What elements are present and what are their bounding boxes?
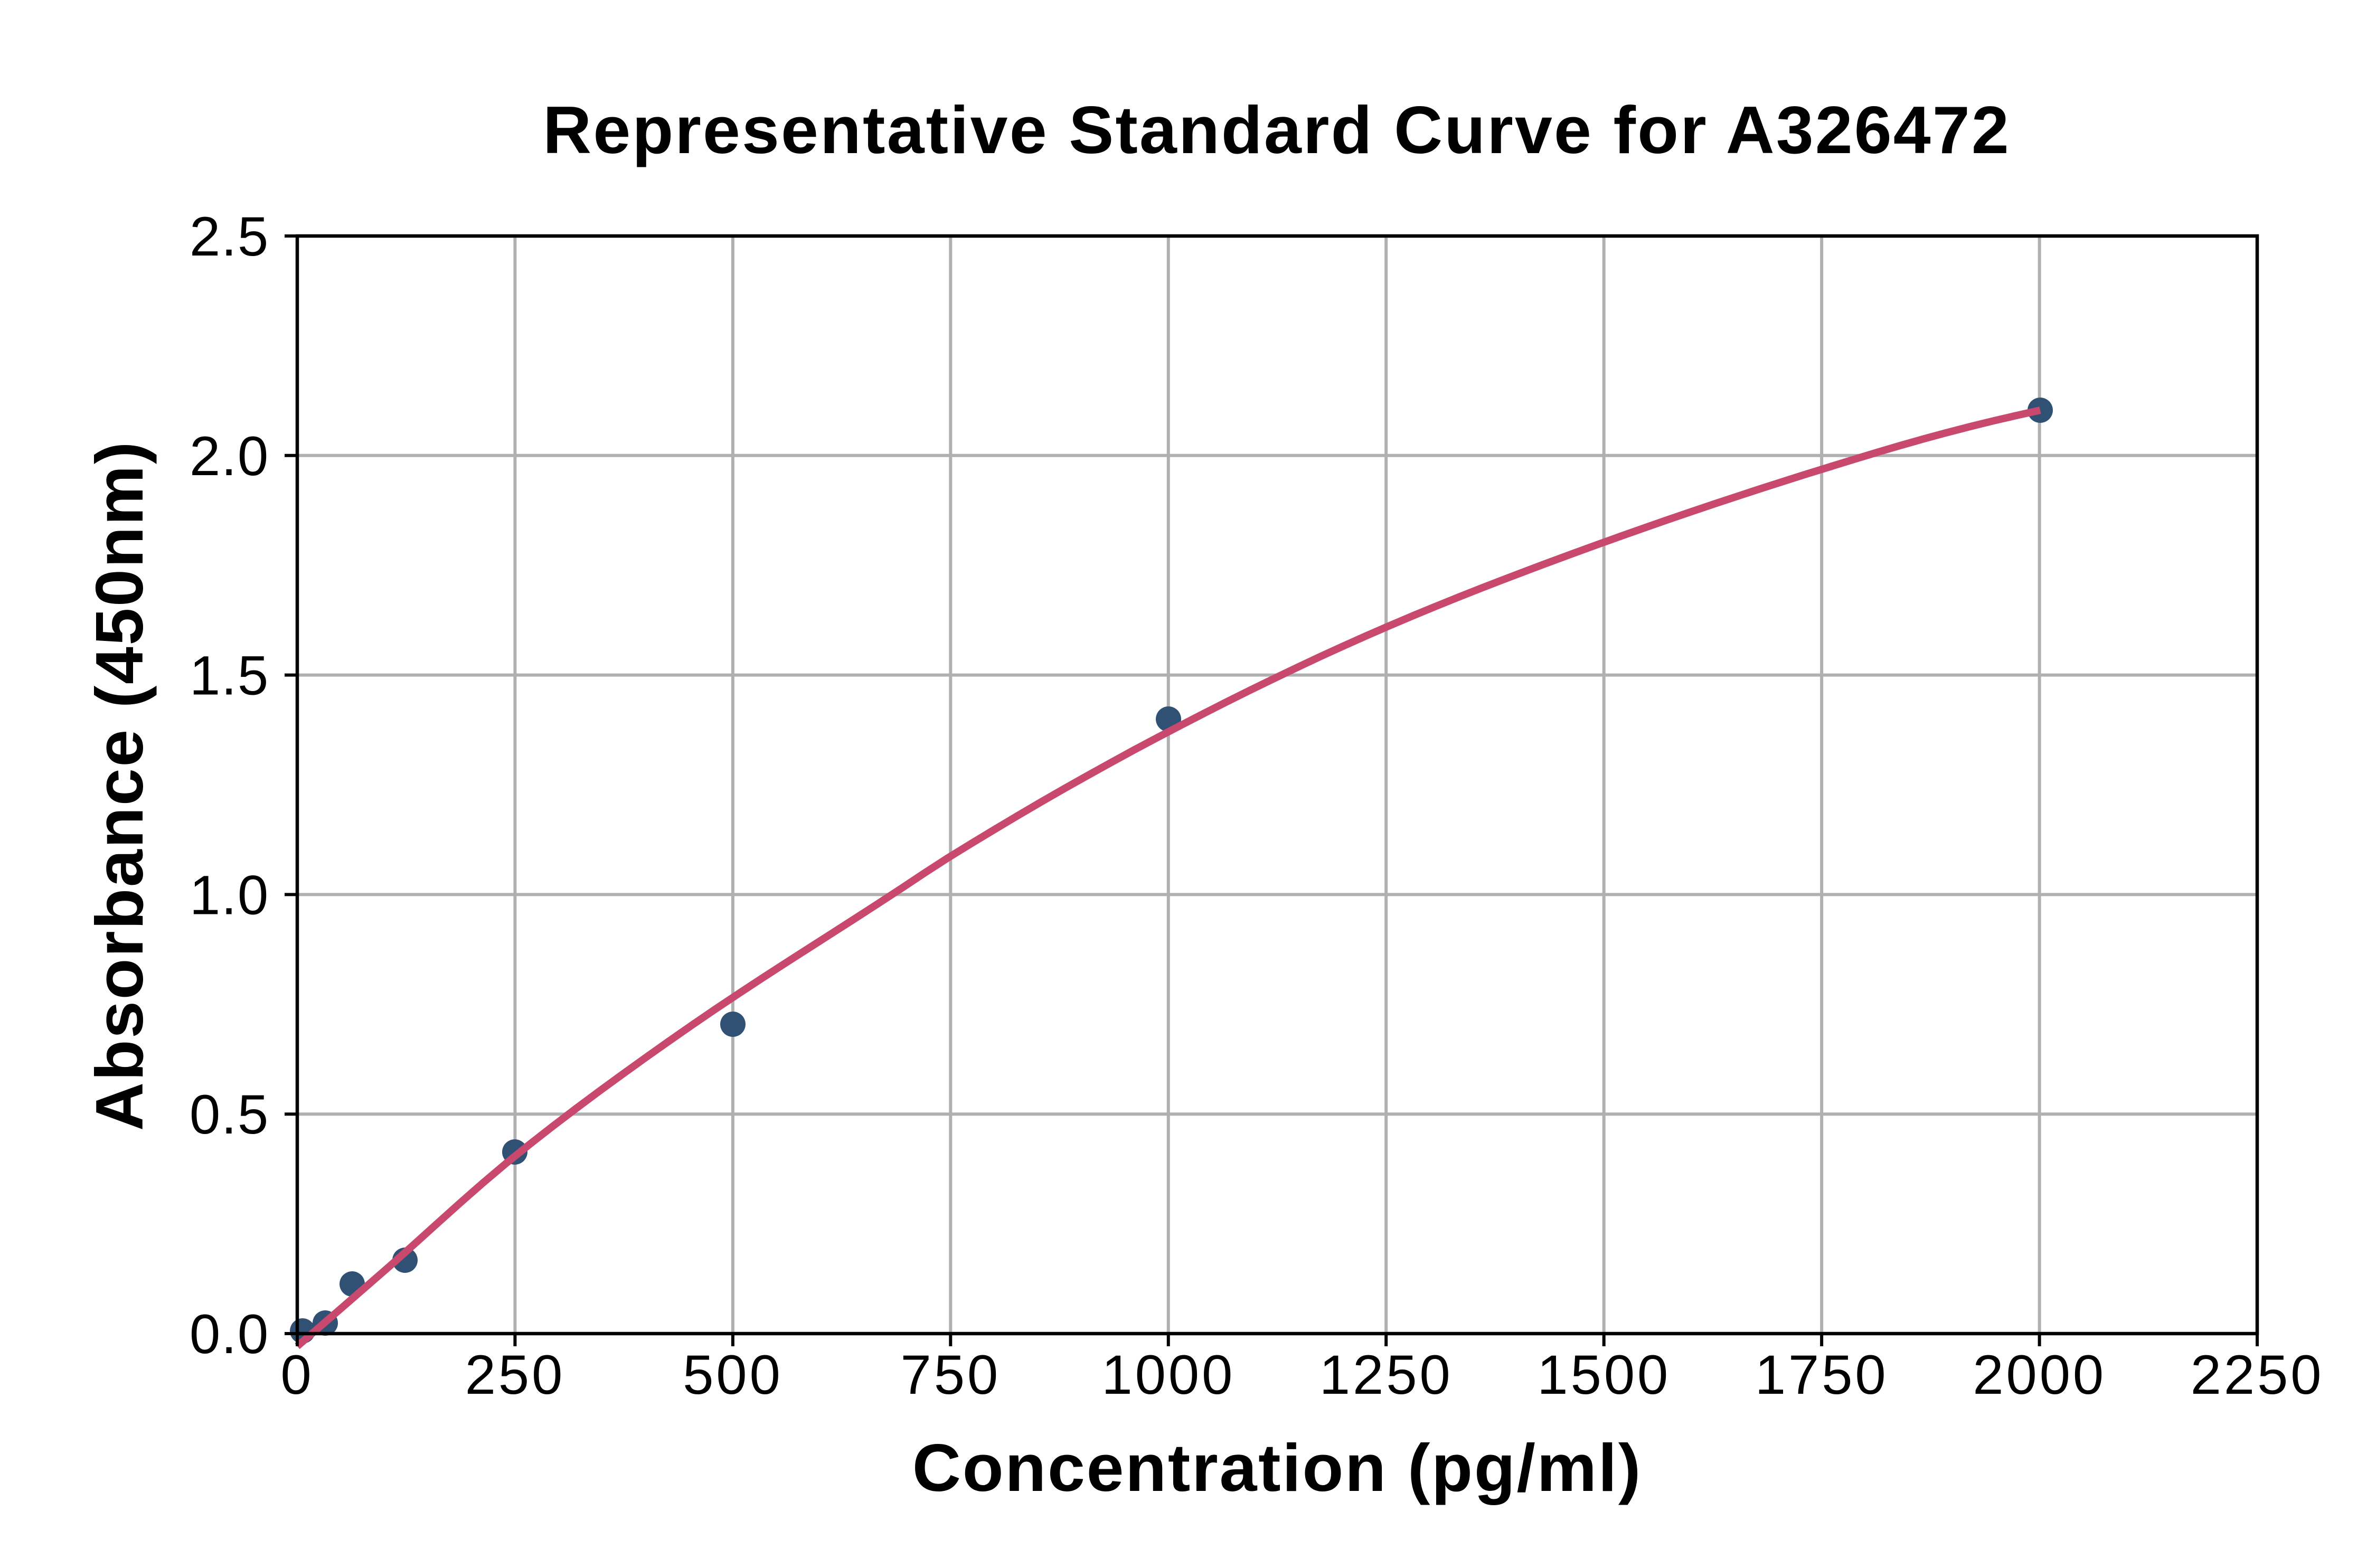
svg-text:Concentration (pg/ml): Concentration (pg/ml): [912, 1431, 1642, 1506]
svg-text:1.5: 1.5: [190, 645, 269, 707]
svg-text:2000: 2000: [1973, 1344, 2106, 1406]
svg-text:250: 250: [465, 1344, 565, 1406]
svg-text:0.0: 0.0: [190, 1303, 269, 1365]
svg-text:1250: 1250: [1319, 1344, 1453, 1406]
svg-text:750: 750: [901, 1344, 1001, 1406]
svg-text:Absorbance (450nm): Absorbance (450nm): [82, 440, 157, 1131]
svg-text:2250: 2250: [2191, 1344, 2324, 1406]
svg-text:Representative Standard Curve: Representative Standard Curve for A32647…: [543, 93, 2011, 168]
svg-text:0.5: 0.5: [190, 1084, 269, 1146]
svg-text:1500: 1500: [1537, 1344, 1671, 1406]
svg-text:1.0: 1.0: [190, 864, 269, 926]
svg-text:2.0: 2.0: [190, 426, 269, 487]
svg-text:1750: 1750: [1755, 1344, 1889, 1406]
svg-text:500: 500: [683, 1344, 783, 1406]
svg-text:0: 0: [280, 1344, 314, 1406]
svg-text:1000: 1000: [1101, 1344, 1235, 1406]
svg-text:2.5: 2.5: [190, 206, 269, 268]
